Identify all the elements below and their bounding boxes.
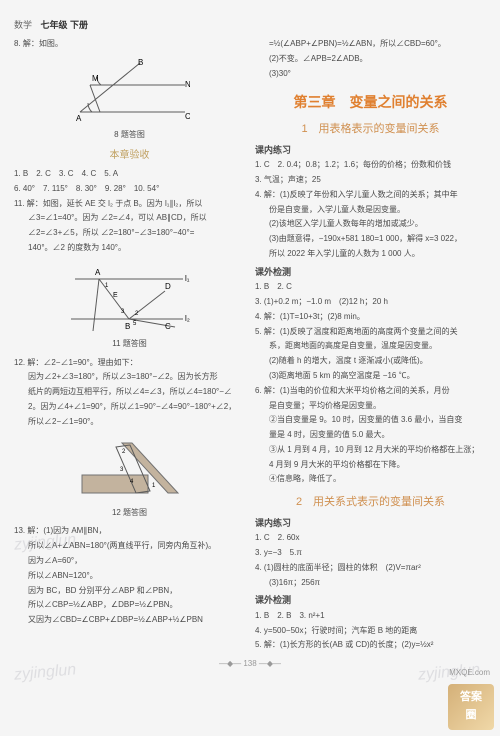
svg-text:M: M	[92, 74, 99, 83]
svg-text:l₂: l₂	[185, 314, 190, 323]
svg-text:C: C	[185, 112, 190, 121]
svg-text:1: 1	[105, 283, 109, 289]
r4-2: 4. y=500−50x；行驶时间；汽车距 B 地的距离	[255, 625, 486, 638]
fig8-caption: 8 题答图	[14, 129, 245, 142]
svg-text:1: 1	[152, 483, 156, 489]
fig11-caption: 11 题答图	[14, 338, 245, 351]
svg-text:B: B	[125, 322, 130, 331]
r2-3: 4. 解：(1)T=10+3t；(2)8 min。	[255, 311, 486, 324]
svg-text:E: E	[113, 292, 118, 299]
r1-7: 所以 2022 年入学儿童的人数为 1 000 人。	[255, 248, 486, 261]
q12e: 所以∠2−∠1=90°。	[14, 416, 245, 429]
r2-5: 系，距离地面的高度是自变量，温度是因变量。	[255, 340, 486, 353]
fig8-svg: B M N A C	[70, 57, 190, 127]
svg-text:A: A	[95, 268, 101, 277]
r2-6: (2)随着 h 的增大，温度 t 逐渐减小(或降低)。	[255, 355, 486, 368]
r4-1: 1. B 2. B 3. n²+1	[255, 610, 486, 623]
r4-3: 5. 解：(1)长方形的长(AB 或 CD)的长度；(2)y=½x²	[255, 639, 486, 652]
r2-9: 是自变量；平均价格是因变量。	[255, 400, 486, 413]
r2-2: 3. (1)+0.2 m；−1.0 m (2)12 h；20 h	[255, 296, 486, 309]
fig12-svg: 3 4 1 2	[70, 435, 190, 505]
rtop3: (3)30°	[255, 68, 486, 81]
figure-8: B M N A C 8 题答图	[14, 57, 245, 142]
r2-12: ③从 1 月到 4 月，10 月到 12 月大米的平均价格都在上涨；	[255, 444, 486, 457]
out-class-head: 课外检测	[255, 265, 486, 279]
chapter-check-title: 本章验收	[14, 148, 245, 164]
svg-text:3: 3	[120, 467, 124, 473]
q13a: 13. 解：(1)因为 AM∥BN，	[14, 525, 245, 538]
r3-3: 4. (1)圆柱的底面半径；圆柱的体积 (2)V=πar²	[255, 562, 486, 575]
r2-14: ④信息略，降低了。	[255, 473, 486, 486]
svg-text:B: B	[138, 58, 143, 67]
r2-10: ②当自变量是 9。10 时，因变量的值 3.6 最小，当自变	[255, 414, 486, 427]
svg-text:D: D	[165, 282, 171, 291]
in-class-head-2: 课内练习	[255, 516, 486, 530]
out-class-head-2: 课外检测	[255, 593, 486, 607]
r2-1: 1. B 2. C	[255, 281, 486, 294]
q12b: 因为∠2+∠3=180°，所以∠3=180°−∠2。因为长方形	[14, 371, 245, 384]
svg-text:A: A	[76, 114, 82, 123]
r1-3: 4. 解：(1)反映了年份和入学儿童人数之间的关系；其中年	[255, 189, 486, 202]
svg-text:5: 5	[133, 321, 137, 327]
q8: 8. 解：如图。	[14, 38, 245, 51]
r1-2: 3. 气温；声速；25	[255, 174, 486, 187]
badge-l2: 圈	[466, 707, 477, 725]
q13c: 因为∠A=60°，	[14, 555, 245, 568]
row1: 1. B 2. C 3. C 4. C 5. A	[14, 168, 245, 181]
page-header: 数学 七年级 下册	[14, 18, 486, 32]
right-column: =½(∠ABP+∠PBN)=½∠ABN，所以∠CBD=60°。 (2)不变。∠A…	[255, 36, 486, 654]
fig11-svg: l₁ l₂ A E B C D 1 3 2 5	[65, 261, 195, 336]
r2-4: 5. 解：(1)反映了温度和距离地面的高度两个变量之间的关	[255, 326, 486, 339]
r3-2: 3. y=−3 5.π	[255, 547, 486, 560]
r1-1: 1. C 2. 0.4；0.8；1.2；1.6；每份的价格；份数和价钱	[255, 159, 486, 172]
q11c: ∠2=∠3+∠5，所以 ∠2=180°−∠3=180°−40°=	[14, 227, 245, 240]
q13d: 所以∠ABN=120°。	[14, 570, 245, 583]
r1-4: 份是自变量，入学儿童人数是因变量。	[255, 204, 486, 217]
section1-title: 1 用表格表示的变量间关系	[255, 121, 486, 139]
page-number: —◆— 138 —◆—	[14, 658, 486, 671]
grade: 七年级 下册	[41, 20, 89, 30]
svg-text:3: 3	[121, 309, 125, 315]
q11a: 11. 解：如图，延长 AE 交 l₂ 于点 B。因为 l₁∥l₂，所以	[14, 198, 245, 211]
figure-11: l₁ l₂ A E B C D 1 3 2 5 11 题答图	[14, 261, 245, 351]
fig12-caption: 12 题答图	[14, 507, 245, 520]
row2: 6. 40° 7. 115° 8. 30° 9. 28° 10. 54°	[14, 183, 245, 196]
q13f: 所以∠CBP=½∠ABP，∠DBP=½∠PBN。	[14, 599, 245, 612]
left-column: 8. 解：如图。 B M N A C 8 题答图 本章验收 1. B 2. C …	[14, 36, 245, 654]
r1-5: (2)该地区入学儿童人数每年的增加或减少。	[255, 218, 486, 231]
svg-text:C: C	[165, 322, 171, 331]
subject: 数学	[14, 20, 32, 30]
rtop1: =½(∠ABP+∠PBN)=½∠ABN，所以∠CBD=60°。	[255, 38, 486, 51]
domain-text: MXQE.com	[449, 667, 490, 680]
q13e: 因为 BC，BD 分别平分∠ABP 和∠PBN，	[14, 585, 245, 598]
q13b: 所以∠A+∠ABN=180°(两直线平行，同旁内角互补)。	[14, 540, 245, 553]
chapter-title: 第三章 变量之间的关系	[255, 91, 486, 113]
r2-8: 6. 解：(1)当电的价位和大米平均价格之间的关系，月份	[255, 385, 486, 398]
svg-text:l₁: l₁	[185, 274, 190, 283]
columns: 8. 解：如图。 B M N A C 8 题答图 本章验收 1. B 2. C …	[14, 36, 486, 654]
r3-4: (3)16π；256π	[255, 577, 486, 590]
q12c: 纸片的两短边互相平行，所以∠4=∠3，所以∠4=180°−∠	[14, 386, 245, 399]
r3-1: 1. C 2. 60x	[255, 532, 486, 545]
badge-l1: 答案	[460, 689, 482, 707]
r1-6: (3)由题意得，−190x+581 180=1 000，解得 x=3 022，	[255, 233, 486, 246]
svg-text:2: 2	[122, 449, 126, 455]
r2-7: (3)距离地面 5 km 的高空温度是 −16 ℃。	[255, 370, 486, 383]
q11b: ∠3=∠1=40°。因为 ∠2=∠4，可以 AB∥CD，所以	[14, 212, 245, 225]
corner-badge: 答案 圈	[448, 684, 494, 730]
section2-title: 2 用关系式表示的变量间关系	[255, 494, 486, 512]
r2-11: 量是 4 时，因变量的值 5.0 最大。	[255, 429, 486, 442]
rtop2: (2)不变。∠APB=2∠ADB。	[255, 53, 486, 66]
q13g: 又因为∠CBD=∠CBP+∠DBP=½∠ABP+½∠PBN	[14, 614, 245, 627]
q12d: 2。因为∠4+∠1=90°，所以∠1=90°−∠4=90°−180°+∠2，	[14, 401, 245, 414]
svg-text:N: N	[185, 80, 190, 89]
figure-12: 3 4 1 2 12 题答图	[14, 435, 245, 520]
q11d: 140°。∠2 的度数为 140°。	[14, 242, 245, 255]
q12a: 12. 解：∠2−∠1=90°。理由如下：	[14, 357, 245, 370]
r2-13: 4 月到 9 月大米的平均价格都在下降。	[255, 459, 486, 472]
in-class-head: 课内练习	[255, 143, 486, 157]
